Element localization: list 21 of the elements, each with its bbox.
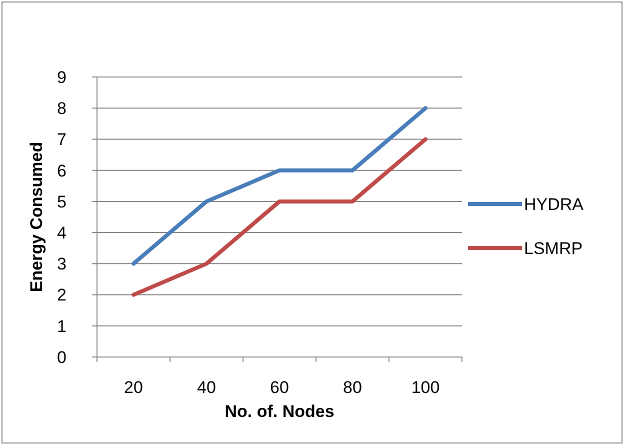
y-tick-label: 1 [57,316,66,336]
legend-label: HYDRA [524,194,584,214]
y-tick-label: 5 [57,192,66,212]
y-tick-label: 2 [57,286,66,305]
y-tick-label: 6 [57,161,66,180]
x-axis-title: No. of. Nodes [224,402,334,421]
x-tick-label: 100 [411,378,440,397]
y-tick-label: 9 [57,68,66,87]
x-tick-label: 40 [197,378,216,397]
x-tick-label: 60 [270,378,289,397]
line-series [132,106,428,266]
legend-label: LSMRP [524,238,583,258]
y-tick-label: 3 [57,254,66,274]
x-tick-label: 80 [343,378,362,397]
y-tick-label: 4 [57,224,66,243]
line-series [132,137,428,297]
x-tick-label: 20 [124,378,143,397]
y-axis-title: Energy Consumed [27,142,46,292]
y-tick-label: 7 [57,130,66,150]
y-tick-label: 0 [57,348,66,367]
y-tick-label: 8 [57,99,66,118]
